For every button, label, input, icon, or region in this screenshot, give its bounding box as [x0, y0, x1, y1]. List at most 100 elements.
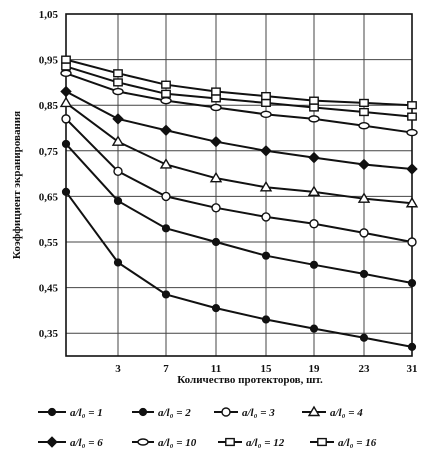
x-tick-label: 19 [309, 363, 321, 375]
data-point [160, 124, 172, 136]
data-point [211, 203, 221, 213]
data-point [308, 151, 320, 164]
data-point [112, 87, 124, 96]
legend-item: a/l₀ = 3 [214, 407, 275, 419]
data-point [307, 185, 321, 197]
legend-marker [138, 407, 148, 417]
data-point [211, 87, 221, 96]
data-point [407, 342, 417, 351]
series-4 [59, 96, 419, 208]
legend-label: a/l₀ = 12 [246, 437, 285, 449]
data-point [261, 91, 271, 101]
x-tick-label: 31 [407, 363, 418, 375]
data-point [407, 112, 417, 121]
data-point [357, 192, 371, 203]
data-point [407, 237, 417, 247]
data-point [60, 69, 72, 77]
data-point [309, 219, 319, 229]
series-5 [60, 85, 418, 175]
y-tick-label: 0,95 [39, 55, 59, 67]
data-point [309, 324, 319, 333]
data-point [161, 290, 171, 299]
data-point [60, 85, 72, 98]
data-point [61, 62, 71, 71]
y-tick-label: 0,65 [39, 191, 59, 203]
data-point [112, 113, 124, 125]
data-point [159, 158, 173, 169]
series-line [65, 191, 413, 348]
data-point [61, 187, 71, 196]
series-layer [59, 55, 419, 351]
series-line [65, 143, 413, 285]
legend-marker [46, 436, 58, 448]
legend-item: a/l₀ = 2 [132, 407, 191, 419]
legend-marker [137, 438, 149, 446]
y-tick-label: 0,75 [39, 146, 59, 158]
data-point [113, 166, 123, 177]
data-point [210, 103, 222, 112]
data-point [406, 128, 418, 137]
plot-frame [65, 13, 413, 357]
legend: a/l₀ = 1 a/l₀ = 2 a/l₀ = 3 a/l₀ = 4 a/l₀ = 6… [38, 405, 377, 449]
y-tick-label: 0,45 [39, 283, 59, 295]
y-axis-ticks: 0,35 0,45 0,55 0,65 0,75 0,85 0,95 1,05 [39, 9, 59, 340]
series-line [65, 58, 413, 107]
data-point [407, 101, 417, 110]
data-point [161, 191, 171, 202]
y-tick-label: 1,05 [39, 9, 59, 21]
y-tick-label: 0,35 [39, 328, 59, 340]
legend-marker [47, 407, 57, 417]
data-point [359, 333, 369, 342]
data-point [261, 212, 271, 222]
data-point [209, 171, 223, 183]
data-point [113, 69, 123, 78]
legend-item: a/l₀ = 16 [310, 437, 377, 449]
data-point [407, 278, 417, 288]
data-point [211, 237, 221, 247]
legend-label: a/l₀ = 10 [158, 437, 197, 449]
legend-label: a/l₀ = 3 [242, 407, 275, 419]
data-point [358, 158, 370, 171]
data-point [61, 139, 71, 149]
data-point [113, 78, 123, 87]
data-point [113, 258, 123, 267]
legend-marker [221, 407, 231, 417]
legend-label: a/l₀ = 16 [338, 437, 377, 449]
x-tick-label: 15 [261, 363, 273, 375]
data-point [61, 55, 71, 64]
series-6 [60, 69, 418, 137]
legend-marker [317, 437, 327, 447]
data-point [309, 103, 319, 112]
data-point [161, 89, 171, 98]
series-line [65, 65, 413, 118]
legend-item: a/l₀ = 1 [38, 407, 103, 419]
x-axis-label: Количество протекторов, шт. [177, 374, 323, 386]
series-1 [61, 187, 417, 351]
x-tick-label: 3 [115, 363, 121, 375]
series-3 [61, 114, 417, 247]
series-line [65, 90, 413, 171]
data-point [160, 96, 172, 105]
data-point [61, 114, 71, 124]
data-point [358, 122, 370, 130]
data-point [59, 96, 73, 108]
data-point [405, 196, 419, 208]
data-point [359, 269, 369, 279]
data-point [406, 163, 418, 175]
data-point [211, 94, 221, 103]
legend-label: a/l₀ = 2 [158, 407, 191, 419]
series-8 [61, 55, 417, 110]
data-point [309, 260, 319, 269]
data-point [359, 228, 369, 238]
data-point [261, 251, 271, 260]
data-point [260, 145, 272, 157]
legend-label: a/l₀ = 1 [70, 407, 103, 419]
data-point [309, 96, 319, 105]
y-tick-label: 0,85 [39, 100, 59, 112]
data-point [359, 107, 369, 117]
data-point [259, 180, 273, 192]
data-point [211, 304, 221, 313]
legend-item: a/l₀ = 6 [38, 436, 103, 449]
data-point [260, 110, 272, 119]
